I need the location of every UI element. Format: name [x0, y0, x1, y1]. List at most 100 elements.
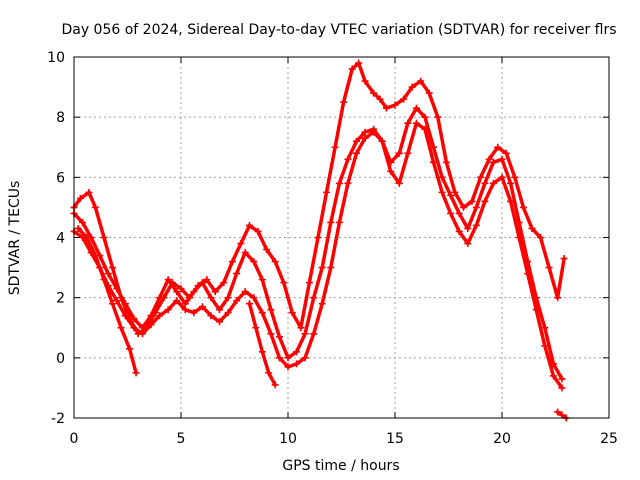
data-point	[181, 300, 189, 308]
x-axis-label: GPS time / hours	[282, 458, 399, 474]
data-point	[387, 167, 395, 175]
data-point	[524, 270, 532, 278]
data-point	[507, 179, 515, 187]
data-point	[455, 227, 463, 235]
data-point	[130, 315, 138, 323]
data-point	[537, 234, 545, 241]
data-point	[459, 203, 467, 211]
data-point	[318, 300, 326, 308]
data-point	[438, 188, 446, 196]
data-point	[421, 125, 429, 133]
data-point	[258, 276, 266, 284]
series-trace	[72, 61, 566, 336]
y-tick-label: 2	[56, 291, 65, 307]
x-tick-label: 0	[70, 431, 79, 447]
data-point	[558, 384, 566, 392]
data-point	[275, 333, 283, 341]
data-series	[554, 408, 570, 422]
y-tick-label: 10	[47, 50, 65, 66]
data-point	[361, 128, 369, 136]
data-series	[70, 104, 566, 383]
data-point	[489, 179, 497, 187]
data-point	[481, 197, 489, 205]
data-point	[541, 342, 549, 350]
data-point	[391, 101, 399, 109]
data-point	[190, 288, 198, 296]
data-point	[305, 279, 313, 287]
data-point	[498, 173, 506, 181]
data-point	[156, 312, 164, 320]
data-point	[498, 155, 506, 163]
data-point	[130, 324, 138, 332]
data-point	[293, 360, 301, 368]
data-point	[489, 158, 497, 166]
data-point	[323, 188, 331, 196]
data-point	[250, 294, 258, 302]
data-point	[126, 345, 134, 353]
data-point	[404, 119, 412, 127]
series-trace	[72, 121, 564, 390]
data-point	[164, 306, 172, 314]
data-point	[271, 258, 279, 266]
data-point	[361, 134, 369, 142]
data-point	[507, 197, 515, 205]
data-point	[147, 312, 155, 320]
data-point	[361, 77, 369, 85]
data-point	[252, 324, 260, 332]
data-point	[455, 209, 463, 217]
data-point	[464, 224, 472, 232]
y-axis-label: SDTVAR / TECUs	[7, 181, 23, 296]
data-point	[468, 197, 476, 205]
data-point	[216, 318, 224, 326]
data-series	[245, 300, 279, 389]
data-point	[207, 294, 215, 302]
data-point	[198, 303, 206, 311]
data-point	[494, 143, 502, 151]
data-point	[301, 354, 309, 362]
chart-title: Day 056 of 2024, Sidereal Day-to-day VTE…	[61, 22, 616, 38]
data-point	[121, 312, 129, 320]
series-trace	[76, 226, 138, 375]
data-point	[91, 203, 99, 211]
data-point	[301, 330, 309, 338]
data-point	[100, 276, 108, 284]
y-tick-label: 8	[56, 110, 65, 126]
data-point	[472, 203, 480, 211]
data-point	[280, 279, 288, 287]
data-point	[318, 264, 326, 272]
data-point	[485, 155, 493, 163]
data-point	[284, 363, 292, 371]
data-point	[224, 294, 232, 302]
data-point	[220, 279, 228, 287]
data-point	[502, 149, 510, 157]
data-point	[138, 324, 146, 332]
data-point	[173, 288, 181, 296]
data-point	[164, 276, 172, 284]
data-point	[541, 324, 549, 332]
data-point	[245, 221, 253, 229]
data-point	[417, 77, 425, 85]
series-layer	[70, 59, 570, 422]
x-tick-label: 20	[493, 431, 511, 447]
data-point	[327, 218, 335, 226]
data-point	[314, 234, 322, 241]
data-point	[109, 300, 117, 308]
data-point	[198, 279, 206, 287]
data-point	[434, 113, 442, 121]
x-tick-label: 10	[279, 431, 297, 447]
data-point	[355, 59, 363, 67]
data-point	[376, 95, 384, 103]
data-point	[245, 300, 253, 308]
data-point	[211, 288, 219, 296]
data-point	[79, 218, 87, 226]
data-point	[241, 249, 249, 257]
data-point	[447, 191, 455, 199]
x-tick-label: 15	[386, 431, 404, 447]
data-point	[228, 258, 236, 266]
data-point	[545, 264, 553, 272]
data-point	[258, 309, 266, 317]
y-tick-label: 0	[56, 351, 65, 367]
data-point	[352, 149, 360, 157]
data-point	[447, 209, 455, 217]
